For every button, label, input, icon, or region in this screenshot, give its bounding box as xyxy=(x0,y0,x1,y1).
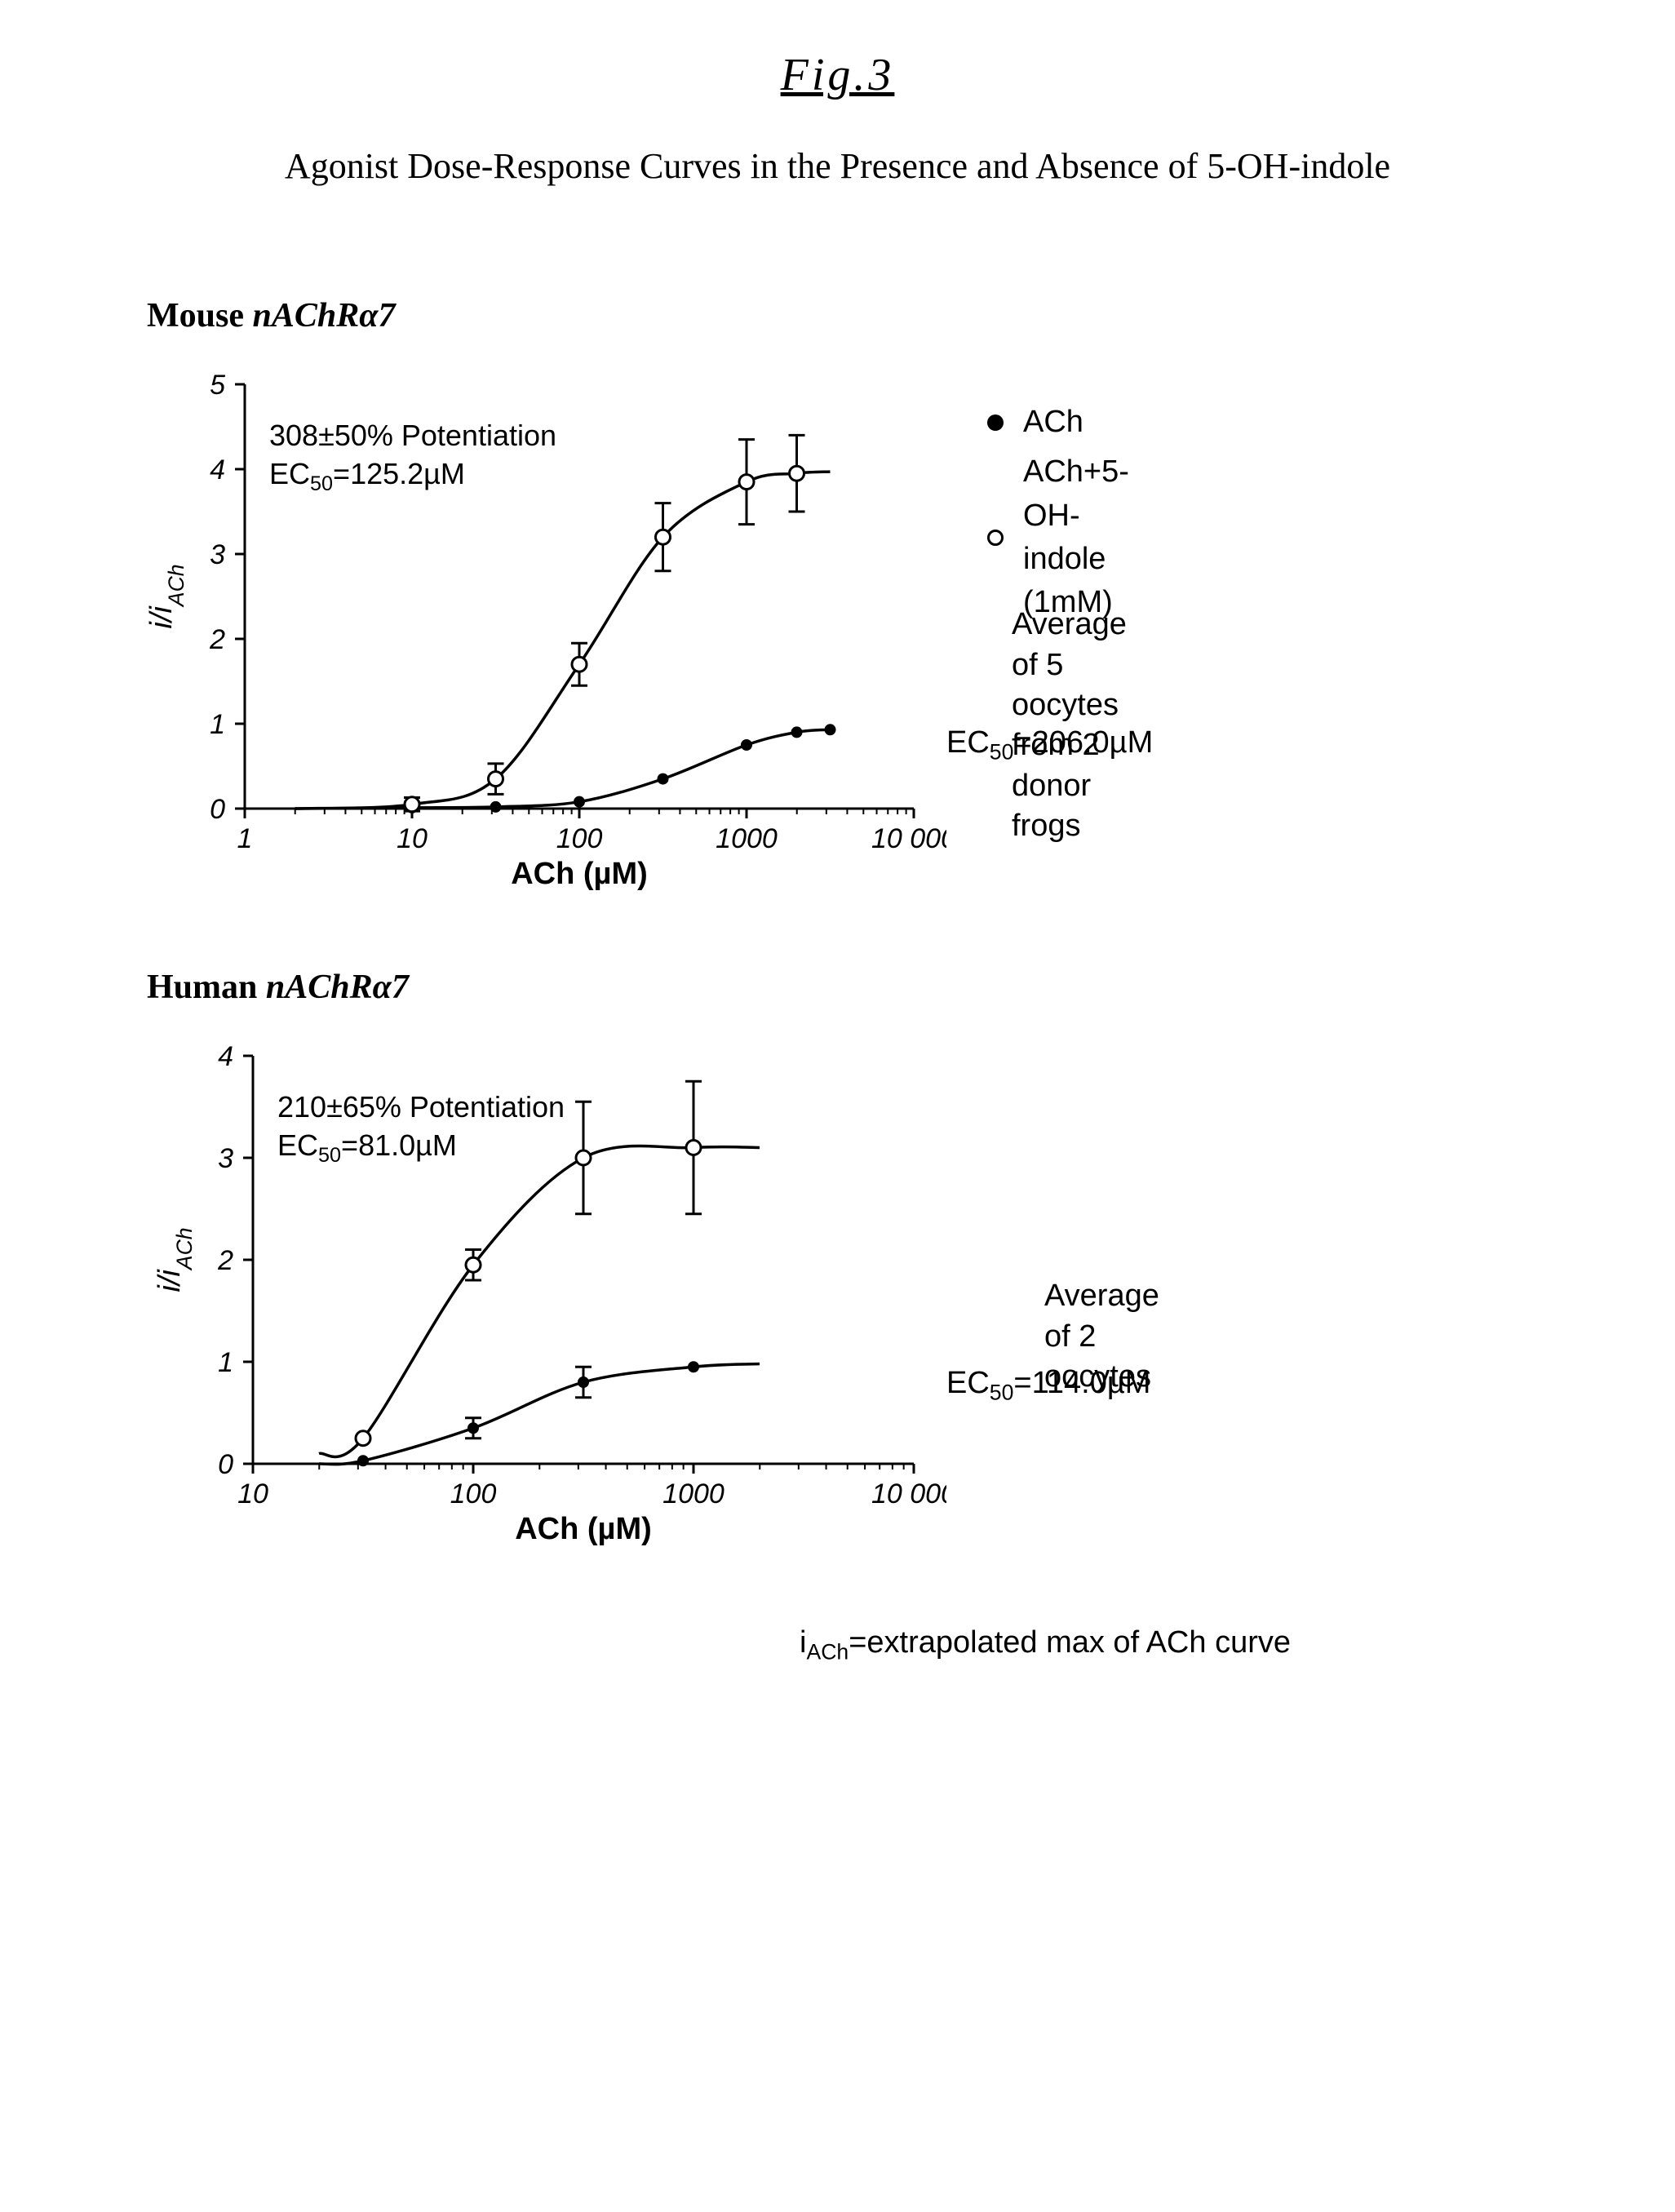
svg-text:100: 100 xyxy=(556,823,603,854)
svg-text:1000: 1000 xyxy=(662,1478,725,1509)
svg-text:3: 3 xyxy=(210,539,225,570)
svg-text:10: 10 xyxy=(397,823,428,854)
svg-text:10 000: 10 000 xyxy=(871,1478,946,1509)
svg-text:3: 3 xyxy=(218,1143,233,1174)
svg-text:4: 4 xyxy=(210,454,225,485)
ec50-note: EC50=206.0µM xyxy=(946,725,1153,765)
chart-block: Human nAChRα7 10 100 1000 10 000 0 1 2 3 4 ACh (µM… xyxy=(82,968,1593,1558)
chart-area: 110100100010 000012345ACh (µM)i/iACh308±… xyxy=(131,360,946,898)
svg-text:1: 1 xyxy=(218,1347,233,1378)
chart-heading: Mouse nAChRα7 xyxy=(147,296,1593,335)
svg-text:ACh (µM): ACh (µM) xyxy=(511,857,648,891)
open-circle-icon xyxy=(987,530,1004,546)
chart-block: Mouse nAChRα7110100100010 000012345ACh (… xyxy=(82,296,1593,902)
svg-text:5: 5 xyxy=(210,370,225,401)
svg-text:2: 2 xyxy=(217,1245,233,1276)
svg-text:0: 0 xyxy=(218,1449,233,1480)
footnote: iACh=extrapolated max of ACh curve xyxy=(800,1623,1593,1666)
svg-text:2: 2 xyxy=(209,624,225,655)
ec50-note: EC50=114.0µM xyxy=(946,1366,1150,1406)
svg-text:i/iACh: i/iACh xyxy=(153,1228,197,1292)
svg-text:100: 100 xyxy=(450,1478,497,1509)
svg-text:10 000: 10 000 xyxy=(871,823,946,854)
svg-text:0: 0 xyxy=(210,794,225,825)
svg-text:1: 1 xyxy=(237,823,253,854)
legend-item-ach: ACh xyxy=(987,401,1129,444)
chart-legend: ACh ACh+5-OH-indole (1mM) xyxy=(987,401,1129,631)
svg-text:ACh (µM): ACh (µM) xyxy=(515,1512,652,1546)
svg-text:10: 10 xyxy=(237,1478,268,1509)
chart-area: 10100100010 00001234ACh (µM)i/iACh210±65… xyxy=(131,1031,946,1554)
legend-label: ACh xyxy=(1023,401,1083,444)
svg-text:1: 1 xyxy=(210,709,225,740)
legend-item-ach-indole: ACh+5-OH-indole (1mM) xyxy=(987,450,1129,624)
filled-circle-icon xyxy=(987,414,1004,431)
legend-label: ACh+5-OH-indole (1mM) xyxy=(1023,450,1129,624)
figure-label: Fig.3 xyxy=(82,49,1593,101)
chart-heading: Human nAChRα7 xyxy=(147,968,1593,1007)
charts-container: Mouse nAChRα7110100100010 000012345ACh (… xyxy=(82,296,1593,1558)
page-title: Agonist Dose-Response Curves in the Pres… xyxy=(185,134,1491,198)
svg-text:1000: 1000 xyxy=(716,823,778,854)
svg-text:4: 4 xyxy=(218,1041,233,1072)
svg-text:i/iACh: i/iACh xyxy=(144,565,188,629)
